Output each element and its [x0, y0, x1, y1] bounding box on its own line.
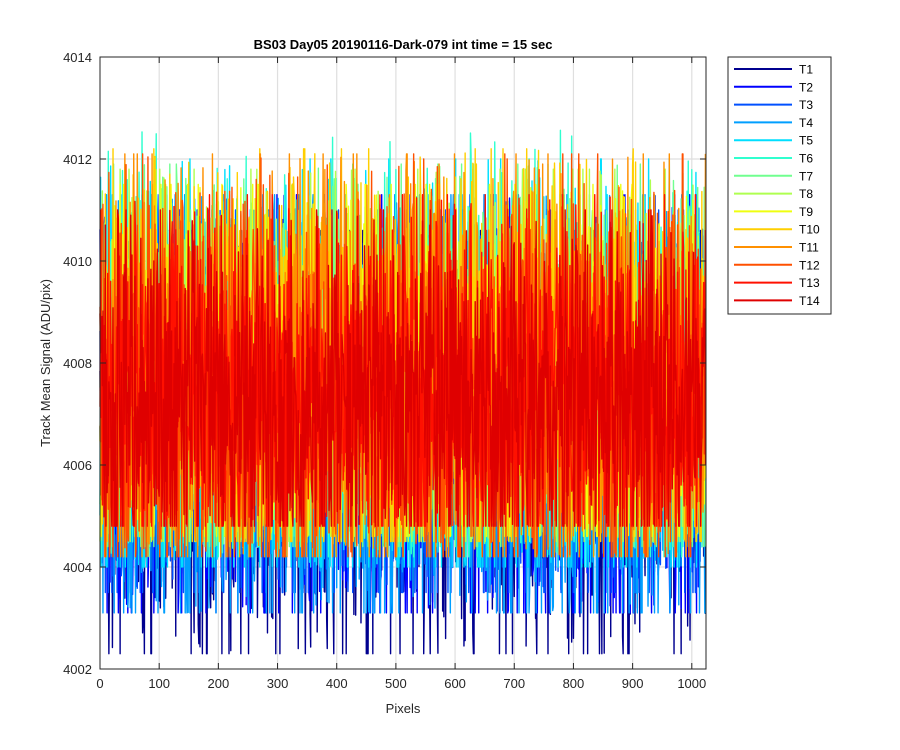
legend-label-t11: T11	[799, 241, 819, 255]
x-tick-label: 1000	[677, 676, 706, 691]
y-tick-label: 4010	[63, 254, 92, 269]
x-tick-label: 200	[208, 676, 230, 691]
legend-label-t1: T1	[799, 63, 813, 77]
y-tick-label: 4004	[63, 560, 92, 575]
y-tick-label: 4008	[63, 356, 92, 371]
legend-box	[727, 56, 832, 315]
y-tick-label: 4012	[63, 152, 92, 167]
x-tick-label: 700	[503, 676, 525, 691]
x-tick-label: 300	[267, 676, 289, 691]
legend: T1 T2 T3 T4 T5 T6 T7 T8 T9 T10 T11 T12 T13 T14	[727, 56, 832, 315]
legend-label-t6: T6	[799, 152, 813, 166]
legend-label-t2: T2	[799, 80, 813, 94]
legend-label-t7: T7	[799, 169, 813, 183]
legend-label-t10: T10	[799, 223, 820, 237]
y-tick-labels: 4002 4004 4006 4008 4010 4012 4014	[63, 50, 92, 677]
y-tick-label: 4014	[63, 50, 92, 65]
legend-label-t9: T9	[799, 205, 813, 219]
axis-ticks	[99, 56, 706, 670]
legend-label-t5: T5	[799, 134, 813, 148]
series-layer	[99, 129, 707, 655]
legend-label-t4: T4	[799, 116, 813, 130]
y-tick-label: 4002	[63, 662, 92, 677]
series-line-t14	[99, 209, 707, 527]
x-tick-label: 500	[385, 676, 407, 691]
y-tick-label: 4006	[63, 458, 92, 473]
x-tick-label: 900	[622, 676, 644, 691]
chart-title: BS03 Day05 20190116-Dark-079 int time = …	[254, 37, 553, 52]
legend-label-t12: T12	[799, 258, 820, 272]
x-tick-label: 0	[96, 676, 103, 691]
legend-label-t13: T13	[799, 276, 820, 290]
x-tick-label: 600	[444, 676, 466, 691]
x-tick-label: 800	[563, 676, 585, 691]
x-tick-label: 100	[148, 676, 170, 691]
x-tick-labels: 0 100 200 300 400 500 600 700 800 900 1000	[96, 676, 706, 691]
x-tick-label: 400	[326, 676, 348, 691]
legend-label-t8: T8	[799, 187, 813, 201]
x-axis-label: Pixels	[386, 701, 421, 716]
y-axis-label: Track Mean Signal (ADU/pix)	[38, 279, 53, 447]
legend-label-t14: T14	[799, 294, 820, 308]
legend-label-t3: T3	[799, 98, 813, 112]
